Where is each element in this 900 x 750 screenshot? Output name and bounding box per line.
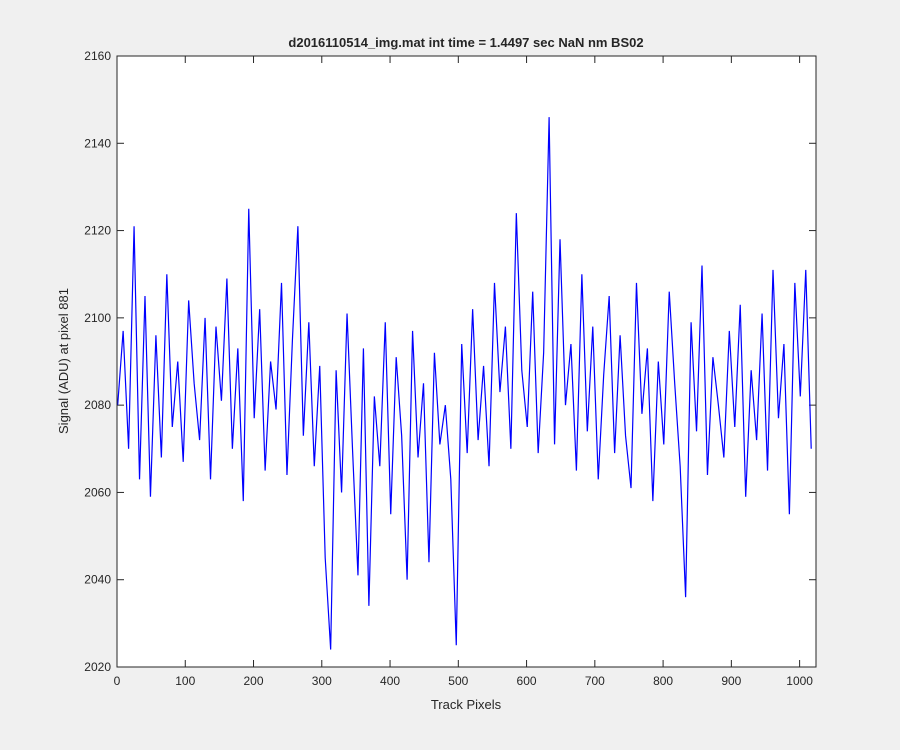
- x-tick-label: 100: [175, 674, 195, 688]
- plot-area: [117, 56, 816, 667]
- x-tick-label: 800: [653, 674, 673, 688]
- x-axis-label: Track Pixels: [431, 697, 502, 712]
- y-tick-label: 2040: [84, 573, 111, 587]
- x-tick-label: 0: [114, 674, 121, 688]
- x-tick-label: 400: [380, 674, 400, 688]
- y-tick-label: 2100: [84, 311, 111, 325]
- y-tick-label: 2080: [84, 398, 111, 412]
- x-tick-label: 500: [448, 674, 468, 688]
- x-tick-label: 300: [312, 674, 332, 688]
- y-tick-label: 2160: [84, 49, 111, 63]
- y-axis-label: Signal (ADU) at pixel 881: [56, 288, 71, 434]
- x-tick-label: 700: [585, 674, 605, 688]
- y-tick-label: 2020: [84, 660, 111, 674]
- y-tick-label: 2140: [84, 136, 111, 150]
- axes-box: [116, 55, 817, 668]
- x-tick-label: 600: [517, 674, 537, 688]
- y-tick-label: 2060: [84, 485, 111, 499]
- x-tick-label: 1000: [786, 674, 813, 688]
- y-tick-label: 2120: [84, 224, 111, 238]
- chart-title: d2016110514_img.mat int time = 1.4497 se…: [288, 35, 643, 50]
- x-tick-label: 200: [244, 674, 264, 688]
- x-tick-label: 900: [721, 674, 741, 688]
- data-line: [117, 117, 812, 650]
